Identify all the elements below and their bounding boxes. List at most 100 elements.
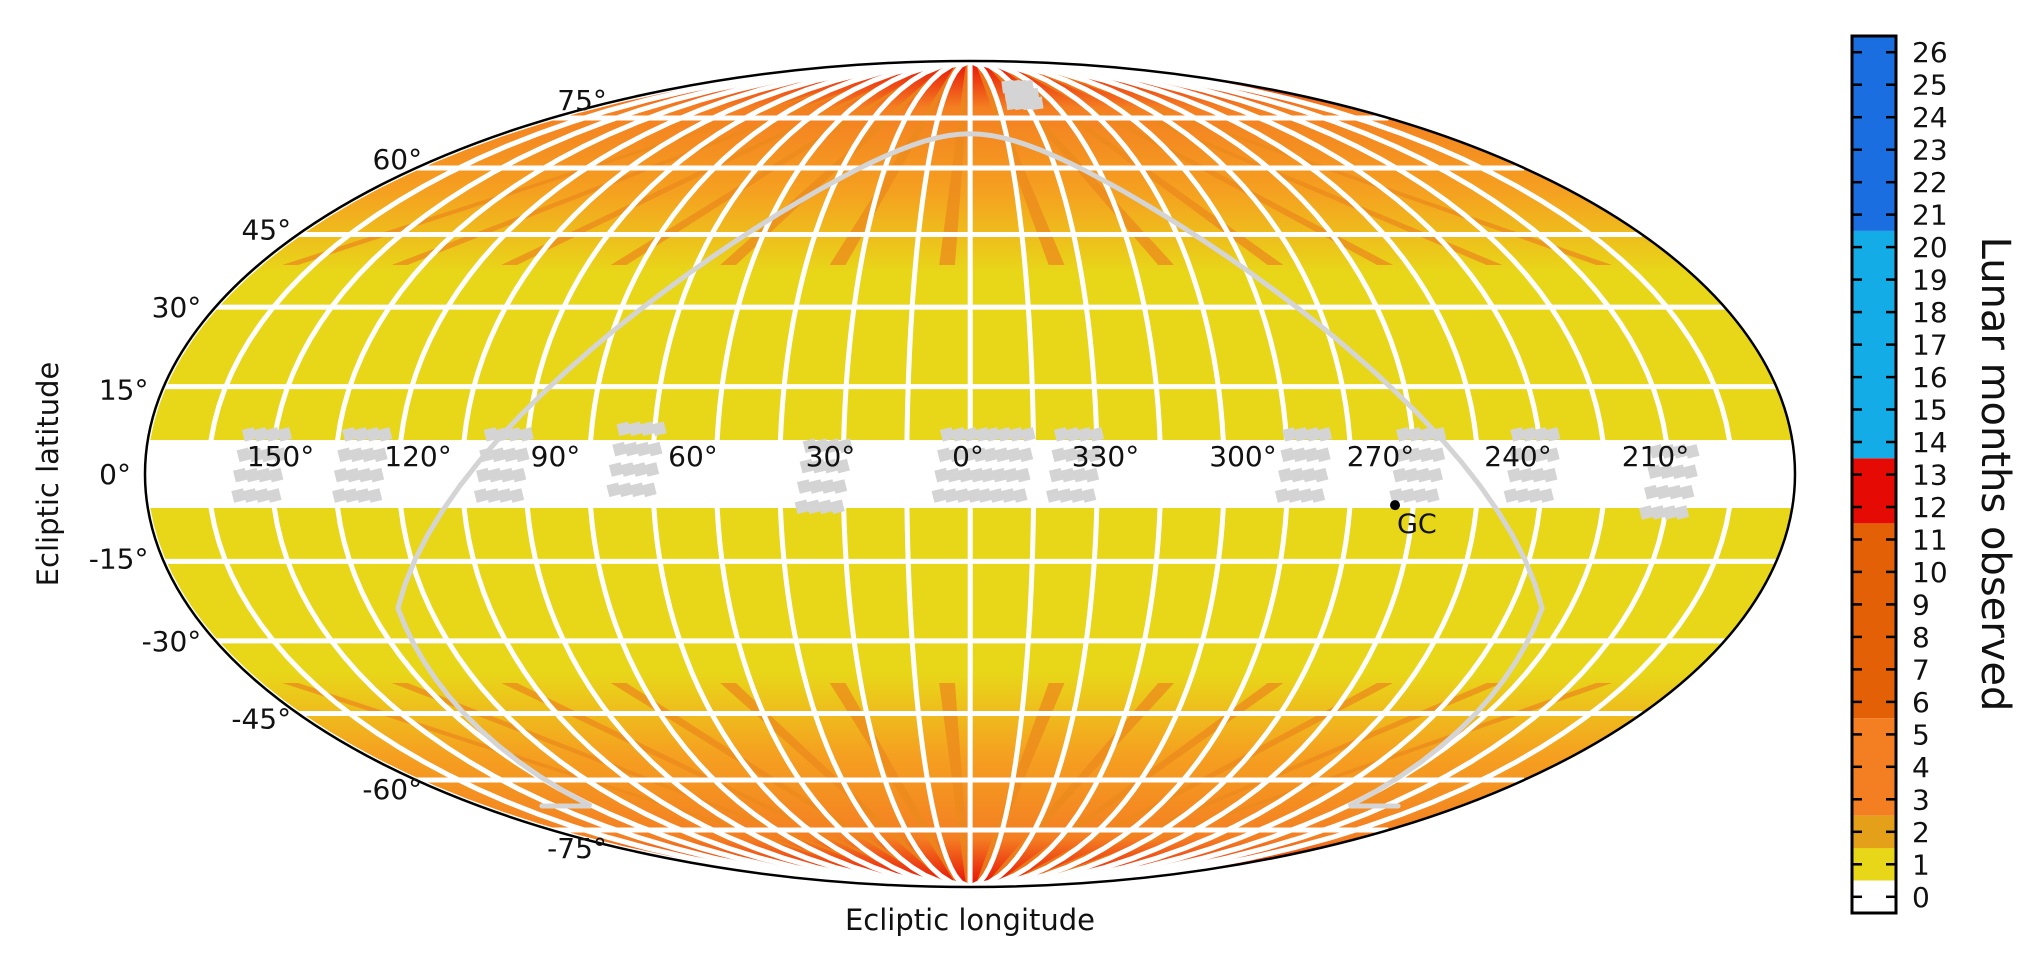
colorbar-tick-label: 11 <box>1912 524 1948 557</box>
masked-tile <box>1081 488 1097 503</box>
masked-tile <box>628 421 643 437</box>
masked-tile <box>361 447 376 463</box>
colorbar-band <box>1852 523 1896 719</box>
masked-tile <box>1392 467 1408 483</box>
masked-tile <box>355 488 371 503</box>
colorbar-tick-label: 14 <box>1912 426 1948 459</box>
masked-tile <box>1406 447 1422 463</box>
masked-tile <box>1522 427 1537 442</box>
polar-wedge <box>1002 683 1393 886</box>
lat-tick-label: 60° <box>372 143 422 176</box>
latitude-tick-labels: 75° 60° 45° 30° 15° 0° -15° -30° -45° -60° -75° <box>89 84 607 865</box>
masked-tile <box>233 467 248 483</box>
masked-tile <box>1533 427 1549 442</box>
masked-tile <box>377 427 393 442</box>
masked-tile <box>934 467 949 483</box>
masked-tile <box>1418 447 1434 463</box>
masked-tile <box>354 427 369 442</box>
colorbar-tick-label: 19 <box>1912 264 1948 297</box>
masked-tile <box>272 447 287 463</box>
masked-tile <box>1401 488 1416 503</box>
colorbar-tick-label: 21 <box>1912 199 1948 232</box>
colorbar-tick-label: 1 <box>1912 848 1930 881</box>
colorbar-tick-label: 22 <box>1912 166 1948 199</box>
masked-tile <box>951 427 967 442</box>
masked-tile <box>985 427 1001 442</box>
colorbar-tick-label: 25 <box>1912 69 1948 102</box>
colorbar-label: Lunar months observed <box>1972 237 2018 712</box>
lat-tick-label: -45° <box>231 703 291 736</box>
masked-tile <box>616 421 632 437</box>
lat-tick-label: 0° <box>99 458 131 491</box>
masked-tile <box>1013 488 1028 503</box>
map-border <box>143 59 1797 889</box>
masked-tile <box>337 447 352 463</box>
masked-tile <box>830 499 845 515</box>
masked-tile <box>256 467 272 483</box>
masked-tile <box>823 458 838 474</box>
masked-tile <box>1647 464 1662 479</box>
colorbar-tick-label: 5 <box>1912 718 1930 751</box>
masked-tile <box>1060 467 1076 483</box>
masked-tile <box>1509 447 1524 463</box>
masked-tile <box>958 467 973 483</box>
masked-tile <box>243 488 258 503</box>
masked-tile <box>1413 488 1428 503</box>
colorbar-tick-label: 6 <box>1912 686 1930 719</box>
masked-tile <box>485 488 501 503</box>
lat-tick-label: -60° <box>362 773 422 806</box>
masked-tile <box>1046 488 1061 503</box>
lon-tick-label: 30° <box>806 440 856 473</box>
masked-tile <box>241 427 257 442</box>
masked-tile <box>640 421 655 437</box>
masked-tile <box>1396 427 1411 442</box>
masked-tile <box>1087 447 1102 463</box>
masked-tile <box>1289 467 1305 483</box>
masked-tile <box>835 458 850 474</box>
masked-tile <box>1545 427 1561 442</box>
masked-tile <box>499 467 515 483</box>
lon-tick-label: 150° <box>247 440 314 473</box>
masked-tile <box>366 427 381 442</box>
masked-tile <box>931 488 947 503</box>
colorbar-tick-label: 2 <box>1912 816 1930 849</box>
colorbar-band <box>1852 458 1896 524</box>
masked-tile <box>1644 484 1659 500</box>
masked-tile <box>799 458 815 474</box>
colorbar-tick-label: 8 <box>1912 621 1930 654</box>
masked-tile <box>1430 447 1446 463</box>
masked-tile <box>1286 488 1302 503</box>
masked-tile <box>277 427 293 442</box>
masked-tile <box>253 427 269 442</box>
masked-tile <box>1310 488 1326 503</box>
lon-tick-label: 90° <box>531 440 581 473</box>
polar-wedge <box>975 683 1065 886</box>
masked-tile <box>1684 444 1700 459</box>
masked-tile <box>1029 96 1044 111</box>
masked-tile <box>1510 427 1525 442</box>
masked-tile <box>1683 464 1698 479</box>
masked-tile <box>1649 444 1664 459</box>
polar-wedge <box>939 62 971 265</box>
masked-tile <box>636 441 651 457</box>
masked-tile <box>1503 488 1519 503</box>
colorbar-tick-label: 23 <box>1912 134 1948 167</box>
masked-tile <box>1389 488 1404 503</box>
masked-tile <box>367 488 383 503</box>
lat-tick-label: 15° <box>99 374 149 407</box>
masked-tile <box>343 488 359 503</box>
masked-tile <box>946 467 961 483</box>
masked-tile <box>1545 447 1560 463</box>
masked-tile <box>1667 484 1683 500</box>
masked-tile <box>1394 447 1410 463</box>
polar-wedge <box>610 683 944 886</box>
colorbar-tick-label: 26 <box>1912 36 1948 69</box>
masked-tile <box>1053 427 1069 442</box>
masked-tile <box>1065 427 1081 442</box>
lat-tick-label: 30° <box>152 291 202 324</box>
masked-tile <box>1084 467 1100 483</box>
colorbar: 0123456789101112131415161718192021222324… <box>1850 34 2018 915</box>
masked-tile <box>955 488 970 503</box>
masked-tile <box>1671 464 1686 479</box>
